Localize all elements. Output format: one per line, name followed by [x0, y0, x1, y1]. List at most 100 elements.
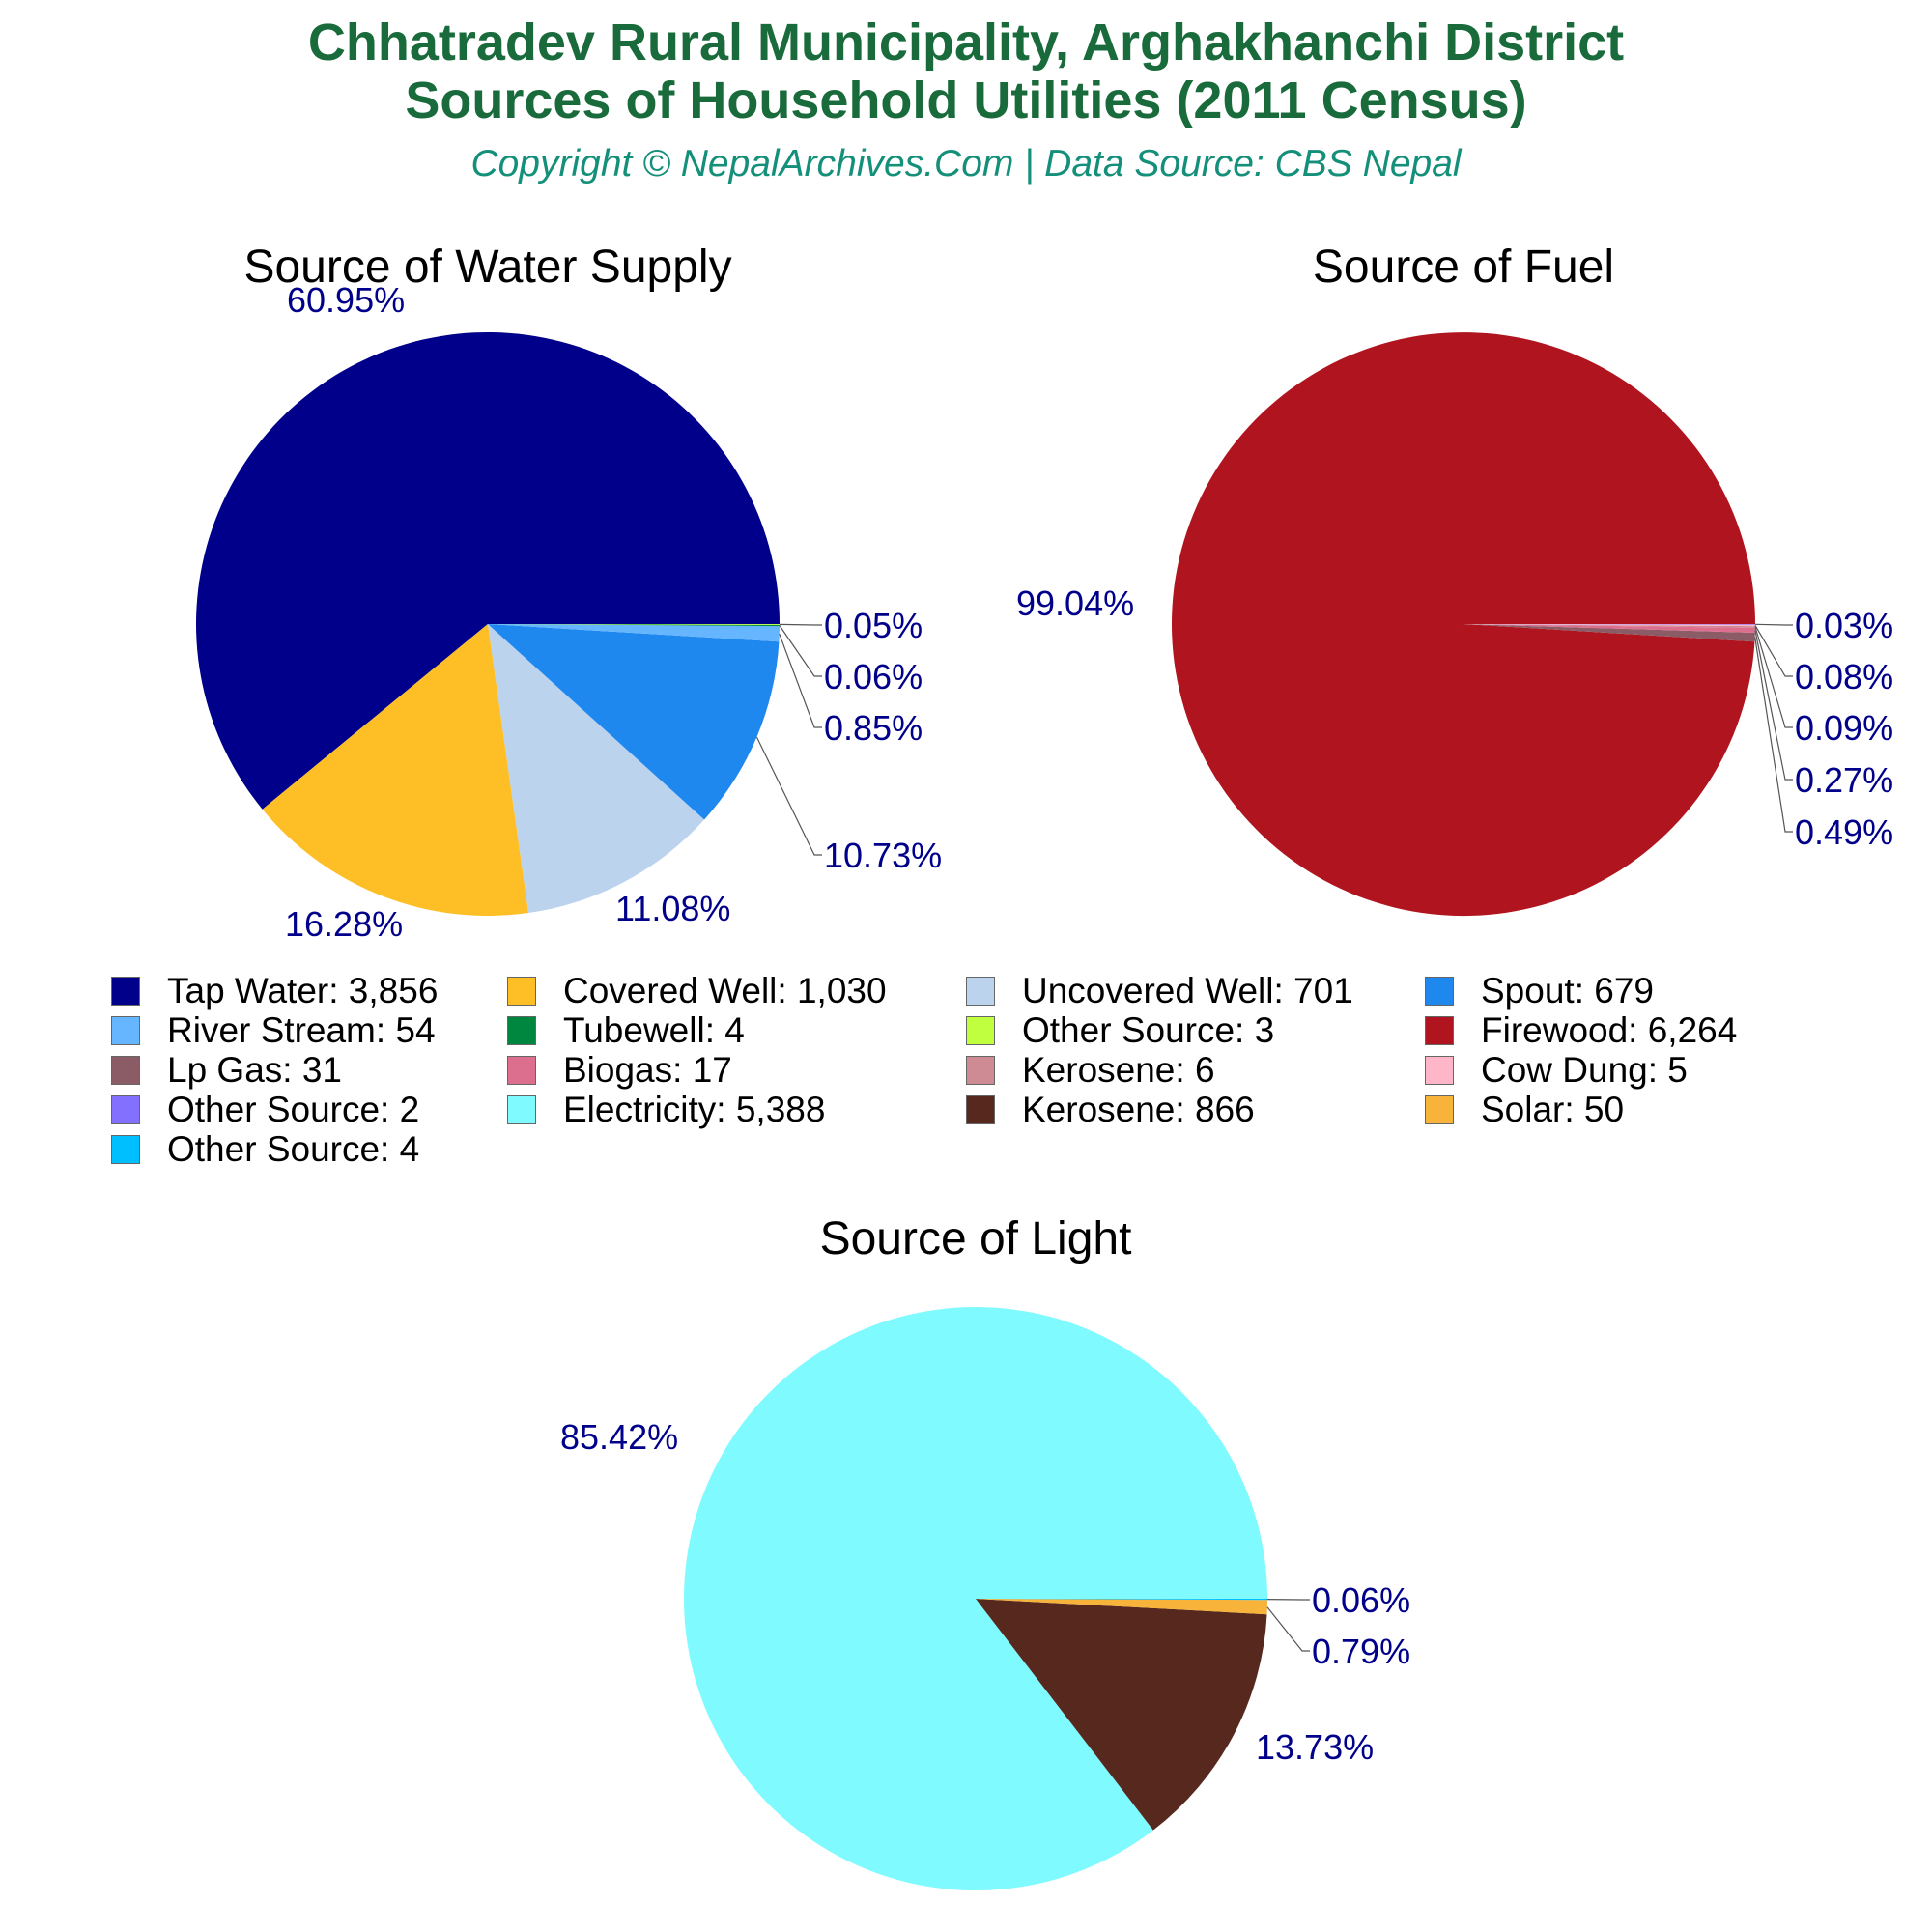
legend-label: Covered Well: 1,030 [563, 970, 887, 1010]
pie-slice-other-source [488, 624, 781, 625]
legend-swatch [966, 976, 995, 1006]
legend-swatch [1425, 1055, 1454, 1085]
pie-title: Source of Light [820, 1213, 1132, 1264]
pie-slice-tap-water [196, 332, 780, 810]
pie-slice-firewood [1172, 332, 1755, 917]
pie-slice-lp-gas [1463, 624, 1755, 642]
legend-label: Solar: 50 [1481, 1089, 1625, 1129]
legend-label: Uncovered Well: 701 [1022, 970, 1353, 1010]
leader-line [779, 633, 822, 728]
percent-label: 0.05% [824, 606, 923, 645]
legend-swatch [507, 1094, 536, 1124]
legend-swatch [111, 1055, 140, 1085]
pie-slice-uncovered-well [488, 624, 705, 914]
legend-item: Other Source: 3 [966, 1010, 1425, 1050]
percent-label: 0.85% [824, 708, 923, 748]
chart-title-line-2: Sources of Household Utilities (2011 Cen… [405, 71, 1527, 129]
legend-swatch [111, 1015, 140, 1045]
legend-item: Biogas: 17 [507, 1050, 966, 1090]
chart-title-line-1: Chhatradev Rural Municipality, Arghakhan… [307, 14, 1625, 71]
pie-slice-covered-well [262, 624, 529, 916]
percent-label: 16.28% [285, 904, 403, 944]
pie-slice-tubewell [488, 624, 780, 627]
pie-slice-solar [976, 1599, 1267, 1615]
legend-label: Spout: 679 [1481, 970, 1654, 1010]
percent-label: 10.73% [824, 836, 942, 875]
legend-item: Lp Gas: 31 [111, 1050, 507, 1090]
legend-label: Kerosene: 866 [1022, 1089, 1255, 1129]
percent-label: 0.06% [1312, 1580, 1410, 1620]
percent-label: 0.79% [1312, 1632, 1410, 1671]
percent-label: 13.73% [1256, 1727, 1374, 1767]
legend-swatch [111, 1134, 140, 1164]
legend-label: Other Source: 2 [167, 1089, 420, 1129]
chart-header: Chhatradev Rural Municipality, Arghakhan… [0, 0, 1932, 187]
legend-swatch [507, 1055, 536, 1085]
legend-label: Biogas: 17 [563, 1049, 732, 1090]
leader-line [1754, 625, 1793, 677]
legend-label: Lp Gas: 31 [167, 1049, 343, 1090]
legend-swatch [111, 976, 140, 1006]
legend-item: Kerosene: 866 [966, 1090, 1425, 1129]
percent-label: 99.04% [1016, 583, 1134, 623]
legend-swatch [111, 1094, 140, 1124]
percent-label: 0.49% [1795, 812, 1893, 852]
leader-line [779, 623, 822, 626]
pie-chart-source-of-light: Source of Light 85.42% 13.73% 0.79% 0.06% [560, 1213, 1410, 1891]
pie-slice-cow-dung [1463, 624, 1755, 627]
percent-label: 0.03% [1795, 606, 1893, 645]
pie-title: Source of Water Supply [243, 242, 731, 293]
pie-slice-biogas [1463, 624, 1755, 633]
legend-swatch [1425, 976, 1454, 1006]
legend-item: Spout: 679 [1425, 971, 1869, 1010]
legend-swatch [966, 1094, 995, 1124]
legend-item: River Stream: 54 [111, 1010, 507, 1050]
leader-line [1754, 623, 1793, 626]
legend-swatch [1425, 1015, 1454, 1045]
legend-swatch [507, 976, 536, 1006]
legend-label: Cow Dung: 5 [1481, 1049, 1688, 1090]
leader-line [1754, 637, 1793, 833]
legend: Tap Water: 3,856 Covered Well: 1,030 Uncov… [111, 971, 1869, 1169]
legend-item: Other Source: 4 [111, 1129, 507, 1169]
leader-line [779, 625, 822, 677]
legend-label: River Stream: 54 [167, 1009, 436, 1050]
legend-label: Kerosene: 6 [1022, 1049, 1215, 1090]
leader-line [755, 736, 822, 856]
legend-item: Tap Water: 3,856 [111, 971, 507, 1010]
pie-slice-kerosene [976, 1599, 1267, 1831]
percent-label: 0.08% [1795, 657, 1893, 696]
legend-item: Solar: 50 [1425, 1090, 1869, 1129]
legend-label: Other Source: 3 [1022, 1009, 1275, 1050]
chart-subtitle: Copyright © NepalArchives.Com | Data Sou… [470, 143, 1462, 185]
legend-item: Kerosene: 6 [966, 1050, 1425, 1090]
pie-slice-river-stream [488, 624, 780, 642]
legend-swatch [1425, 1094, 1454, 1124]
legend-item: Covered Well: 1,030 [507, 971, 966, 1010]
pie-chart-source-of-fuel: Source of Fuel 99.04% 0.49% 0.27% 0.09% 0.08%… [1016, 242, 1893, 917]
legend-item: Other Source: 2 [111, 1090, 507, 1129]
pie-slice-other-source [976, 1599, 1268, 1601]
legend-label: Electricity: 5,388 [563, 1089, 826, 1129]
percent-label: 11.08% [615, 889, 730, 928]
legend-swatch [507, 1015, 536, 1045]
legend-label: Other Source: 4 [167, 1128, 420, 1169]
legend-item: Uncovered Well: 701 [966, 971, 1425, 1010]
legend-item: Cow Dung: 5 [1425, 1050, 1869, 1090]
percent-label: 0.27% [1795, 760, 1893, 800]
pie-slice-other-source [1463, 624, 1756, 625]
legend-label: Tubewell: 4 [563, 1009, 745, 1050]
legend-label: Firewood: 6,264 [1481, 1009, 1738, 1050]
legend-item: Tubewell: 4 [507, 1010, 966, 1050]
legend-label: Tap Water: 3,856 [167, 970, 439, 1010]
percent-label: 60.95% [287, 280, 405, 320]
pie-slice-kerosene [1463, 624, 1755, 628]
percent-label: 0.09% [1795, 708, 1893, 748]
leader-line [1266, 1606, 1310, 1652]
pie-slice-spout [488, 624, 780, 820]
legend-swatch [966, 1055, 995, 1085]
percent-label: 0.06% [824, 657, 923, 696]
percent-label: 85.42% [560, 1417, 678, 1457]
